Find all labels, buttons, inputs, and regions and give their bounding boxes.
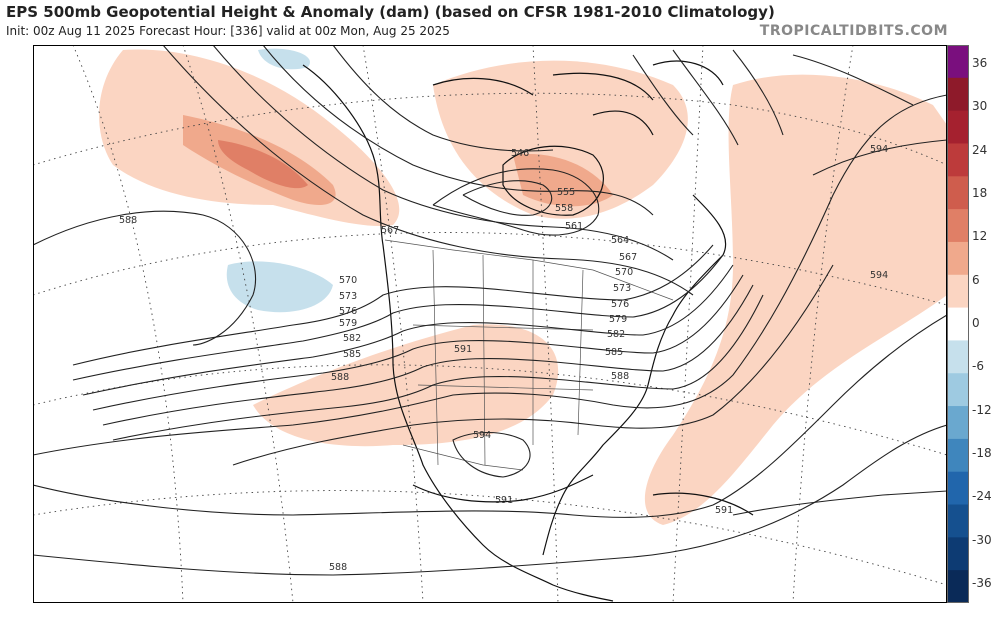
contour-label: 564: [611, 235, 629, 246]
positive-anomaly-atlantic: [644, 74, 947, 525]
positive-anomaly-core-dark: [218, 140, 308, 189]
contour-label: 546: [511, 148, 529, 159]
colorbar-label: 36: [972, 56, 988, 70]
arctic-islands: [432, 72, 654, 136]
lat-lon-grid: [33, 45, 947, 603]
colorbar-swatch: [947, 143, 969, 177]
height-contours: [33, 45, 947, 576]
colorbar-label: -6: [972, 359, 984, 374]
colorbar-swatch: [947, 471, 969, 506]
colorbar-label: 18: [972, 186, 988, 200]
political-borders: [384, 239, 674, 471]
contour-label: 561: [565, 221, 583, 232]
anomaly-shading: [99, 48, 947, 525]
colorbar-label: -18: [972, 446, 992, 460]
map-frame: [33, 45, 947, 603]
colorbar-label: 30: [972, 99, 988, 114]
north-america-east-coast: [542, 194, 727, 556]
contour-label: 588: [119, 215, 137, 226]
contour-label: 582: [343, 333, 361, 344]
positive-anomaly-canada: [433, 60, 688, 219]
contour-labels: 588 570 573 576 579 582 585 588 591 594 …: [119, 144, 888, 573]
contour-label: 570: [615, 267, 633, 278]
contour-label: 591: [495, 495, 513, 506]
contour-label: 594: [473, 430, 491, 441]
map-title: EPS 500mb Geopotential Height & Anomaly …: [6, 3, 775, 21]
brand-watermark: TROPICALTIDBITS.COM: [759, 23, 948, 39]
colorbar-swatch: [947, 45, 969, 79]
colorbar-swatch: [947, 340, 969, 374]
gulf-coast: [412, 474, 594, 503]
contour-label: 567: [381, 225, 399, 236]
contour-label: 558: [555, 203, 573, 214]
colorbar-swatch: [947, 209, 969, 243]
us-mexico-border: [402, 444, 524, 471]
colorbar-labels: 36 30 24 18 12 6 0 -6 -12 -18 -24 -30 -36: [972, 45, 1000, 603]
colorbar-label: 12: [972, 229, 988, 244]
colorbar-swatch: [947, 110, 969, 144]
contour-label: 576: [339, 306, 357, 317]
contour-label: 588: [611, 371, 629, 382]
contour-label: 585: [605, 347, 623, 358]
us-state-lines: [412, 249, 594, 466]
colorbar-label: -36: [972, 576, 992, 590]
us-canada-border: [384, 239, 674, 301]
contour-label: 594: [870, 270, 888, 281]
hudson-bay: [502, 145, 604, 216]
colorbar-label: -12: [972, 402, 992, 417]
colorbar-swatch: [947, 241, 969, 276]
map-subtitle: Init: 00z Aug 11 2025 Forecast Hour: [33…: [6, 24, 450, 38]
colorbar-label: -30: [972, 532, 992, 547]
colorbar-swatches: [947, 45, 969, 604]
colorbar-swatch: [947, 77, 969, 112]
contour-label: 591: [715, 505, 733, 516]
colorbar-swatch: [947, 176, 969, 210]
colorbar-swatch: [947, 537, 969, 571]
contour-label: 585: [343, 349, 361, 360]
colorbar-swatch: [947, 274, 969, 309]
colorbar-label: -24: [972, 489, 992, 504]
colorbar: [947, 45, 969, 604]
contour-label: 555: [557, 187, 575, 198]
cuba: [652, 492, 754, 516]
colorbar-label: 6: [972, 272, 980, 287]
contour-label: 573: [613, 283, 631, 294]
colorbar-label: 24: [972, 142, 988, 157]
contour-label: 567: [619, 252, 637, 263]
colorbar-swatch: [947, 406, 969, 440]
contour-label: 573: [339, 291, 357, 302]
negative-anomaly-pacific: [226, 261, 333, 313]
positive-anomaly-canada-core: [513, 154, 613, 207]
contour-label: 594: [870, 144, 888, 155]
contour-label: 582: [607, 329, 625, 340]
coastlines: [302, 60, 754, 602]
positive-anomaly-central-us: [253, 324, 559, 447]
negative-anomaly-alaska: [258, 48, 310, 70]
contour-label: 579: [339, 318, 357, 329]
contour-label: 591: [454, 344, 472, 355]
forecast-map: 588 570 573 576 579 582 585 588 591 594 …: [33, 45, 947, 603]
contour-label: 579: [609, 314, 627, 325]
colorbar-swatch: [947, 373, 969, 407]
contour-label: 570: [339, 275, 357, 286]
colorbar-swatch: [947, 504, 969, 538]
colorbar-swatch: [947, 307, 969, 341]
contour-label: 576: [611, 299, 629, 310]
colorbar-swatch: [947, 438, 969, 473]
colorbar-swatch: [947, 570, 969, 604]
colorbar-frame: [947, 45, 969, 603]
contour-label: 588: [331, 372, 349, 383]
contour-label: 588: [329, 562, 347, 573]
colorbar-label: 0: [972, 316, 980, 330]
greenland: [652, 60, 724, 86]
north-america-west-coast: [302, 64, 614, 602]
